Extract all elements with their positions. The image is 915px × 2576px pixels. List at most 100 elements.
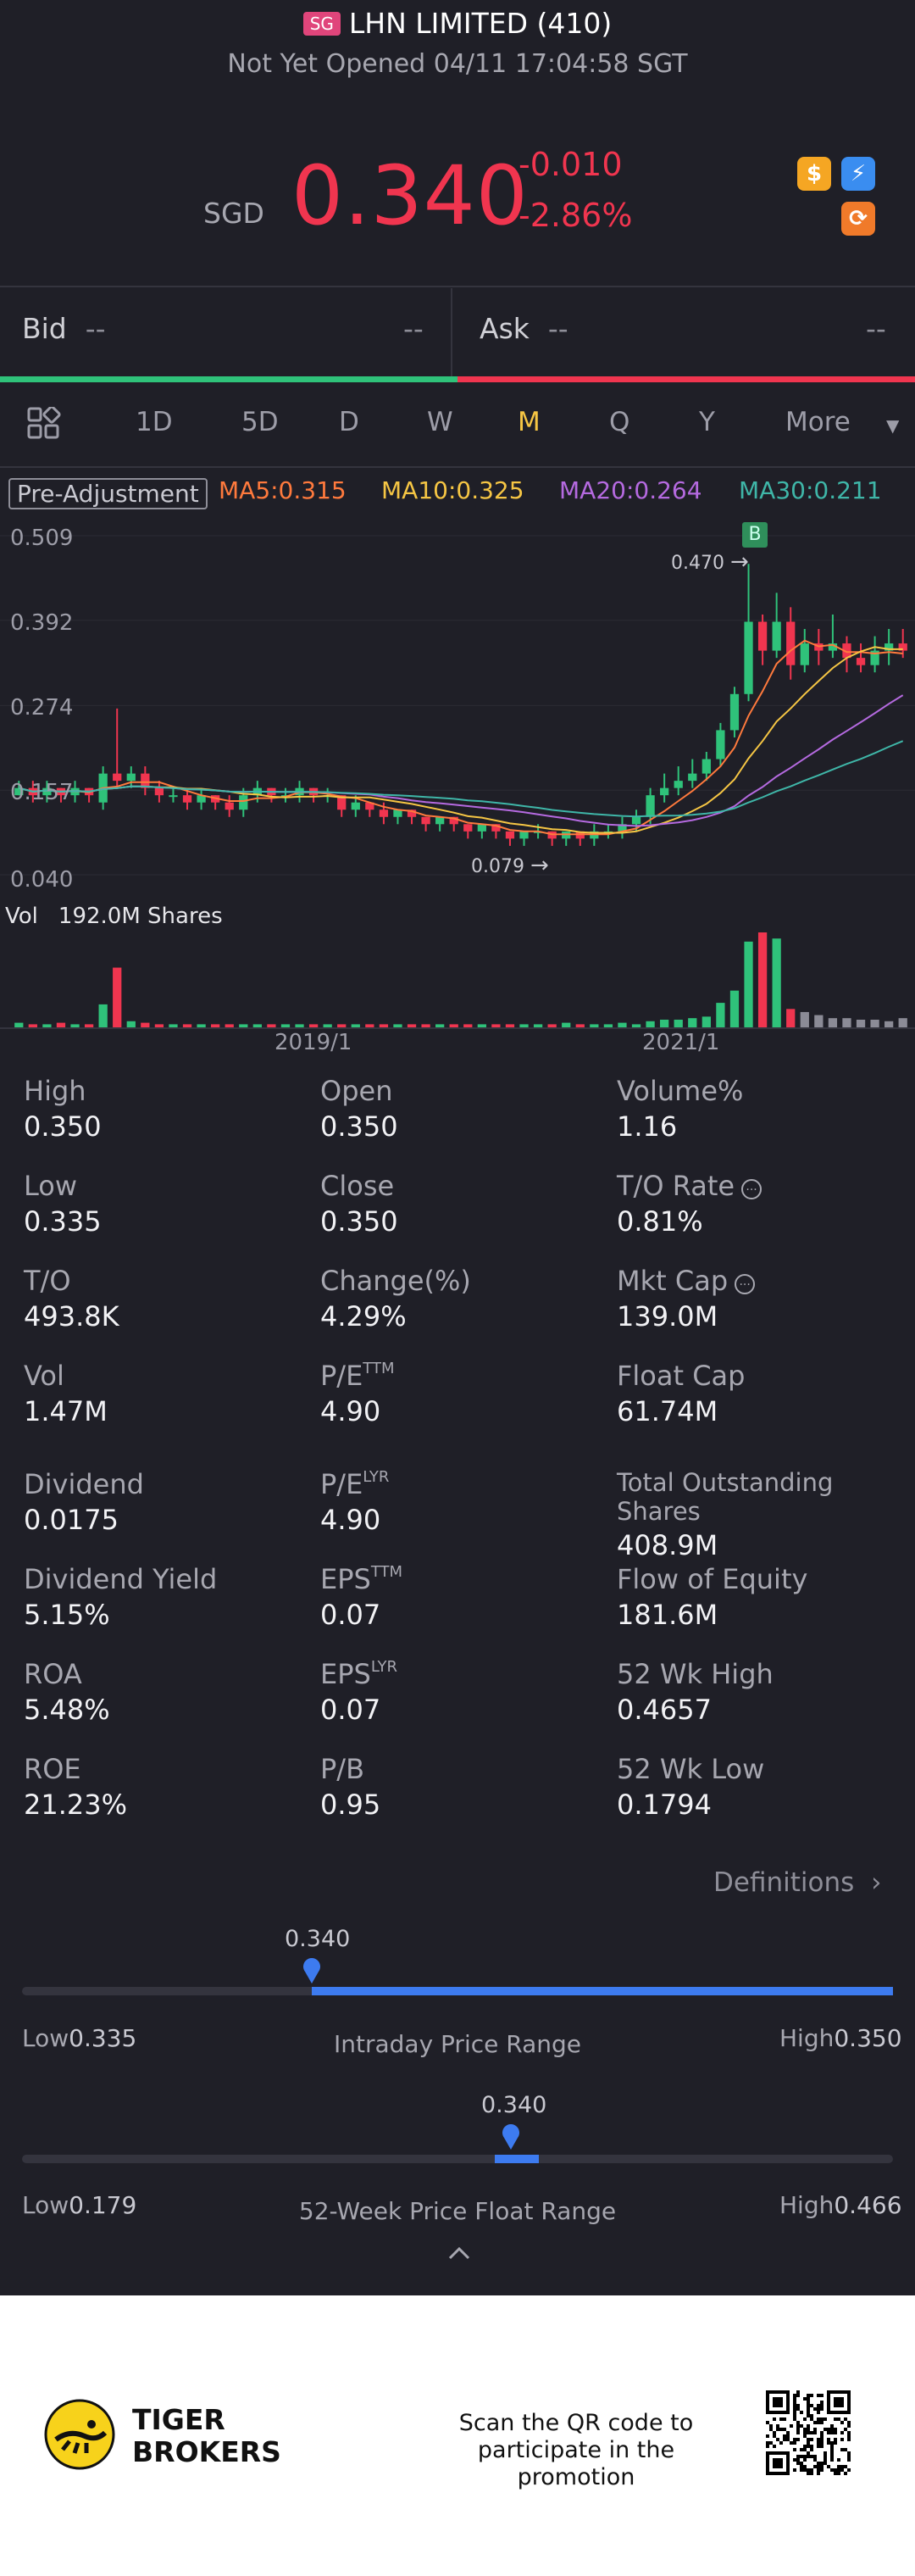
candle-body — [674, 781, 683, 788]
stat-cell: T/O Rate ··· 0.81% — [617, 1170, 762, 1238]
volume-bar — [800, 1011, 809, 1027]
candle-body — [239, 795, 248, 810]
definitions-link[interactable]: Definitions › — [713, 1867, 882, 1898]
brand-name: TIGER BROKERS — [132, 2403, 281, 2468]
volume-bar — [477, 1024, 486, 1027]
intraday-high: High0.350 — [779, 2024, 902, 2052]
lightning-icon[interactable]: ⚡ — [841, 157, 875, 191]
tab-y[interactable]: Y — [699, 407, 715, 437]
tab-5d[interactable]: 5D — [241, 407, 279, 437]
tab-1d[interactable]: 1D — [136, 407, 173, 437]
wk52-range-fill — [495, 2155, 539, 2163]
y-tick-label: 0.040 — [10, 867, 74, 893]
volume-bar — [688, 1018, 697, 1027]
info-icon[interactable]: ··· — [735, 1274, 756, 1294]
volume-bar — [295, 1024, 304, 1027]
candle-body — [646, 795, 655, 817]
candle-body — [729, 693, 740, 731]
candle-body — [225, 802, 234, 810]
stat-label: Dividend Yield — [24, 1563, 218, 1595]
volume-bar — [575, 1024, 585, 1027]
bid-volume-bar — [0, 376, 458, 382]
volume-bar — [519, 1024, 529, 1027]
volume-bar — [772, 938, 781, 1027]
stat-cell: Low 0.335 — [24, 1170, 102, 1238]
stat-label: 52 Wk High — [617, 1658, 774, 1690]
stat-value: 61.74M — [617, 1395, 718, 1427]
volume-bar — [182, 1024, 192, 1027]
candle-body — [351, 802, 360, 810]
tab-m[interactable]: M — [518, 407, 541, 437]
stat-label: ROE — [24, 1753, 81, 1785]
ask-price: -- — [547, 312, 568, 345]
caret-down-icon[interactable]: ▼ — [886, 415, 900, 436]
volume-bar — [729, 990, 740, 1027]
candle-body — [688, 773, 697, 782]
stat-cell: P/ELYR 4.90 — [320, 1468, 389, 1536]
pre-adjustment-toggle[interactable]: Pre-Adjustment — [8, 478, 208, 509]
candlestick-chart[interactable] — [0, 509, 915, 1085]
candle-body — [126, 773, 136, 782]
stat-label: Volume% — [617, 1075, 744, 1107]
volume-bar — [590, 1024, 599, 1027]
tab-d[interactable]: D — [339, 407, 359, 437]
volume-bar — [252, 1024, 262, 1027]
stat-cell: 52 Wk High 0.4657 — [617, 1658, 774, 1726]
stat-cell: Volume% 1.16 — [617, 1075, 743, 1143]
currency-label: SGD — [203, 197, 264, 230]
volume-bar — [449, 1024, 458, 1027]
refresh-icon[interactable]: ⟳ — [841, 202, 875, 236]
stat-value: 1.16 — [617, 1110, 678, 1143]
dollar-icon[interactable]: $ — [797, 157, 831, 191]
candle-body — [716, 730, 725, 759]
ma20-line — [19, 694, 904, 827]
volume-bar — [660, 1019, 669, 1027]
x-tick-label: 2021/1 — [642, 1030, 720, 1055]
stat-label: Total Outstanding Shares — [617, 1468, 834, 1526]
buy-marker[interactable]: B — [742, 522, 768, 548]
volume-bar — [28, 1024, 37, 1027]
tab-w[interactable]: W — [427, 407, 453, 437]
wk52-low: Low0.179 — [22, 2191, 137, 2219]
stat-value: 408.9M — [617, 1529, 718, 1561]
volume-bar — [533, 1024, 543, 1027]
stat-label: 52 Wk Low — [617, 1753, 765, 1785]
ma10-label: MA10:0.325 — [381, 476, 524, 504]
divider — [0, 466, 915, 468]
stat-cell: Flow of Equity 181.6M — [617, 1563, 807, 1631]
divider — [0, 286, 915, 287]
volume-bar — [786, 1009, 796, 1027]
volume-bar — [42, 1024, 52, 1027]
stat-label: Open — [320, 1075, 393, 1107]
stat-value: 0.07 — [320, 1599, 381, 1631]
tab-q[interactable]: Q — [609, 407, 630, 437]
stat-cell: EPSLYR 0.07 — [320, 1658, 397, 1726]
stat-value: 493.8K — [24, 1300, 119, 1333]
stat-label: Float Cap — [617, 1360, 746, 1392]
candle-body — [856, 658, 866, 665]
stat-cell: Open 0.350 — [320, 1075, 398, 1143]
volume-bar — [842, 1018, 851, 1027]
volume-bar — [337, 1024, 347, 1027]
volume-bar — [744, 941, 753, 1027]
candle-body — [702, 759, 711, 774]
stat-label: Dividend — [24, 1468, 144, 1500]
volume-bar — [757, 932, 768, 1027]
promo-footer: TIGER BROKERS Scan the QR code to partic… — [0, 2295, 915, 2576]
candle-body — [141, 773, 150, 788]
volume-bar — [463, 1024, 473, 1027]
tab-more[interactable]: More — [785, 407, 851, 437]
info-icon[interactable]: ··· — [741, 1179, 762, 1199]
volume-bar — [856, 1019, 866, 1027]
volume-bar — [141, 1022, 150, 1027]
volume-bar — [211, 1024, 220, 1027]
volume-bar — [98, 1004, 108, 1027]
chevron-up-icon[interactable] — [447, 2245, 471, 2262]
stat-label: EPSLYR — [320, 1658, 397, 1690]
stat-cell: High 0.350 — [24, 1075, 102, 1143]
grid-icon[interactable] — [27, 405, 61, 441]
stat-label: ROA — [24, 1658, 82, 1690]
intraday-range-track — [22, 1987, 893, 1995]
stat-label: P/B — [320, 1753, 365, 1785]
y-tick-label: 0.509 — [10, 526, 74, 551]
